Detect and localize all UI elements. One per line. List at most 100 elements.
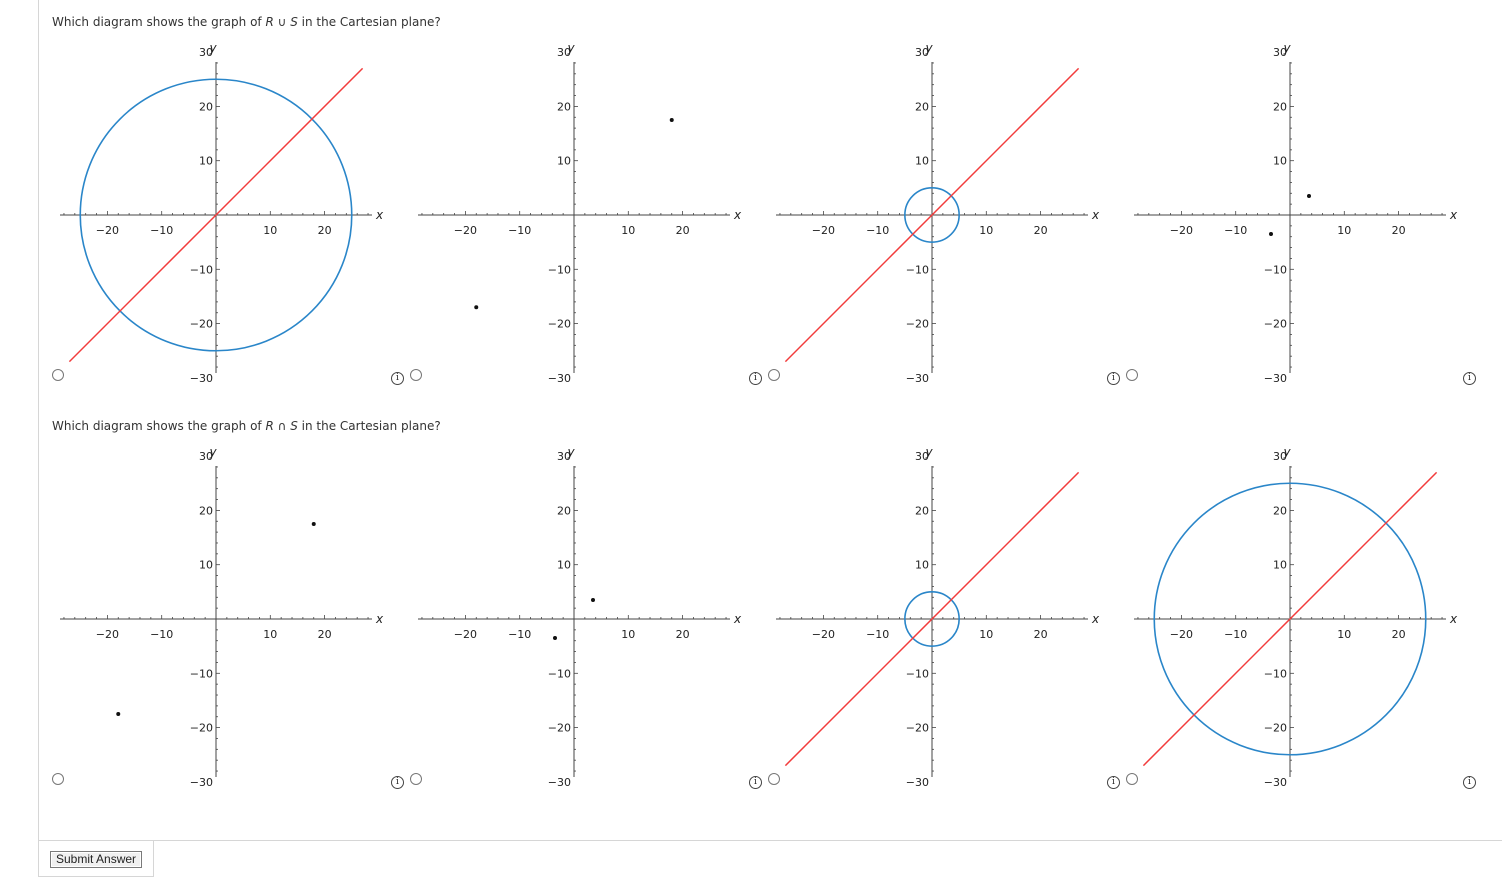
- y-tick-label: −30: [1264, 776, 1287, 789]
- y-tick-label: −30: [548, 372, 571, 385]
- info-icon[interactable]: i: [1107, 372, 1120, 385]
- x-tick-label: 20: [1034, 224, 1048, 237]
- y-tick-label: −10: [906, 667, 929, 680]
- x-tick-label: 20: [1392, 224, 1406, 237]
- y-axis-label: y: [566, 445, 575, 459]
- y-tick-label: 20: [915, 100, 929, 113]
- graph-union-option-c: −20 −10 10 20 30 20 10 −10 −20 −30 x y: [776, 41, 1100, 385]
- info-icon[interactable]: i: [1463, 776, 1476, 789]
- y-tick-label: 10: [1273, 559, 1287, 572]
- x-axis-label: x: [375, 612, 384, 626]
- x-tick-label: −20: [454, 628, 477, 641]
- y-tick-label: −30: [906, 776, 929, 789]
- y-tick-label: 30: [199, 450, 213, 463]
- set-r: R: [265, 15, 274, 29]
- graph-intersection-option-a: −20 −10 10 20 30 20 10 −10 −20 −30 x y: [60, 445, 384, 789]
- union-operator: ∪: [273, 15, 291, 29]
- y-tick-label: 10: [915, 155, 929, 168]
- x-tick-label: 10: [979, 224, 993, 237]
- intersection-operator: ∩: [273, 419, 291, 433]
- y-tick-label: −10: [548, 263, 571, 276]
- y-tick-label: 10: [199, 559, 213, 572]
- content-left-border: [38, 0, 39, 876]
- info-icon[interactable]: i: [391, 776, 404, 789]
- y-tick-label: −20: [548, 318, 571, 331]
- intersection-options-row: −20 −10 10 20 30 20 10 −10 −20 −30 x y i −20 −10 10 20 30…: [0, 444, 1502, 804]
- y-tick-label: −30: [548, 776, 571, 789]
- info-icon[interactable]: i: [749, 776, 762, 789]
- submit-box-border: [153, 840, 154, 876]
- question-prefix: Which diagram shows the graph of: [52, 419, 266, 433]
- circle-curve: [904, 591, 960, 647]
- x-tick-label: 10: [263, 224, 277, 237]
- y-tick-label: 10: [557, 559, 571, 572]
- y-tick-label: −10: [190, 263, 213, 276]
- x-tick-label: 10: [621, 628, 635, 641]
- question-intersection-text: Which diagram shows the graph of R ∩ S i…: [52, 419, 441, 433]
- footer-divider: [38, 840, 1502, 841]
- y-tick-label: 30: [557, 46, 571, 59]
- radio-union-option-c[interactable]: [768, 369, 780, 381]
- y-tick-label: 10: [1273, 155, 1287, 168]
- x-tick-label: 20: [318, 224, 332, 237]
- y-tick-label: −10: [1264, 667, 1287, 680]
- radio-intersection-option-a[interactable]: [52, 773, 64, 785]
- x-tick-label: −10: [508, 224, 531, 237]
- radio-union-option-d[interactable]: [1126, 369, 1138, 381]
- y-tick-label: −30: [190, 372, 213, 385]
- info-icon[interactable]: i: [749, 372, 762, 385]
- x-tick-label: −20: [812, 628, 835, 641]
- data-point: [669, 117, 674, 122]
- y-axis-label: y: [924, 445, 933, 459]
- x-tick-label: 20: [676, 628, 690, 641]
- question-prefix: Which diagram shows the graph of: [52, 15, 266, 29]
- radio-intersection-option-c[interactable]: [768, 773, 780, 785]
- x-tick-label: 20: [1392, 628, 1406, 641]
- y-axis-label: y: [1282, 41, 1291, 55]
- info-icon[interactable]: i: [1463, 372, 1476, 385]
- radio-intersection-option-b[interactable]: [410, 773, 422, 785]
- graph-intersection-option-d: −20 −10 10 20 30 20 10 −10 −20 −30 x y: [1134, 445, 1458, 789]
- question-union-text: Which diagram shows the graph of R ∪ S i…: [52, 15, 441, 29]
- y-tick-label: 10: [915, 559, 929, 572]
- y-tick-label: −10: [548, 667, 571, 680]
- y-tick-label: −20: [1264, 318, 1287, 331]
- x-tick-label: −10: [866, 628, 889, 641]
- line-curve: [784, 67, 1080, 363]
- y-tick-label: −10: [190, 667, 213, 680]
- info-icon[interactable]: i: [391, 372, 404, 385]
- radio-union-option-b[interactable]: [410, 369, 422, 381]
- x-tick-label: −10: [150, 628, 173, 641]
- x-axis-label: x: [1091, 208, 1100, 222]
- x-tick-label: −10: [508, 628, 531, 641]
- x-tick-label: −20: [96, 224, 119, 237]
- y-tick-label: 20: [1273, 504, 1287, 517]
- x-axis-label: x: [1449, 208, 1458, 222]
- question-suffix: in the Cartesian plane?: [297, 419, 441, 433]
- radio-union-option-a[interactable]: [52, 369, 64, 381]
- x-tick-label: 20: [318, 628, 332, 641]
- x-tick-label: −10: [1224, 224, 1247, 237]
- y-tick-label: −30: [190, 776, 213, 789]
- info-icon[interactable]: i: [1107, 776, 1120, 789]
- y-tick-label: −20: [190, 722, 213, 735]
- y-tick-label: −10: [1264, 263, 1287, 276]
- x-tick-label: −20: [1170, 224, 1193, 237]
- submit-answer-button[interactable]: Submit Answer: [50, 851, 143, 868]
- y-tick-label: −20: [1264, 722, 1287, 735]
- data-point: [1307, 193, 1312, 198]
- x-tick-label: −20: [812, 224, 835, 237]
- data-point: [591, 597, 596, 602]
- y-tick-label: 20: [915, 504, 929, 517]
- x-tick-label: 10: [1337, 628, 1351, 641]
- data-point: [474, 305, 479, 310]
- line-curve: [784, 471, 1080, 767]
- x-tick-label: −10: [150, 224, 173, 237]
- y-tick-label: 20: [199, 100, 213, 113]
- radio-intersection-option-d[interactable]: [1126, 773, 1138, 785]
- y-tick-label: 30: [915, 46, 929, 59]
- y-tick-label: 10: [199, 155, 213, 168]
- x-tick-label: 10: [263, 628, 277, 641]
- y-axis-label: y: [566, 41, 575, 55]
- circle-curve: [1153, 482, 1427, 756]
